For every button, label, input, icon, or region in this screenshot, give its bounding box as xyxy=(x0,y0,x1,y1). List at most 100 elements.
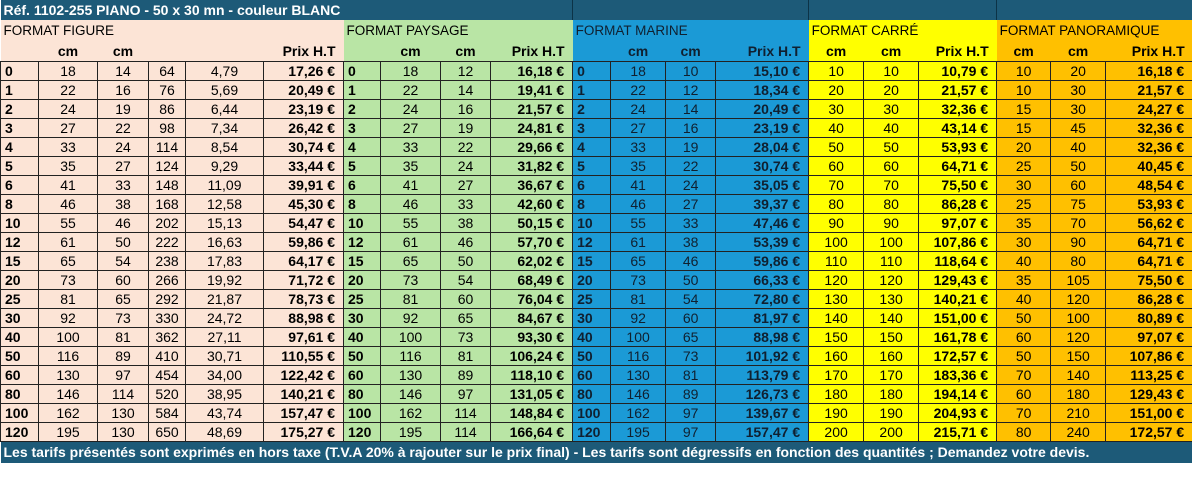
figure-cell: 50 xyxy=(0,345,39,366)
carre-cell: 170 xyxy=(863,364,920,385)
carre-price-cell: 204,93 € xyxy=(918,402,998,423)
carre-cell: 130 xyxy=(808,288,865,309)
marine-cell: 60 xyxy=(665,307,717,328)
table-row: 80 146 114 520 38,95 140,21 €80 146 97 131,05 €8… xyxy=(0,383,1192,404)
marine-price-cell: 157,47 € xyxy=(715,421,810,442)
paysage-cell: 89 xyxy=(440,364,491,385)
panoramique-cell: 75 xyxy=(1050,193,1107,214)
marine-cell: 4 xyxy=(572,136,612,157)
marine-price-cell: 81,97 € xyxy=(715,307,810,328)
carre-price-cell: 86,28 € xyxy=(918,193,998,214)
figure-cell: 80 xyxy=(0,383,39,404)
figure-cell: 22 xyxy=(38,79,98,100)
column-header-paysage: cm xyxy=(440,41,491,61)
paysage-cell: 54 xyxy=(440,269,491,290)
carre-cell: 110 xyxy=(863,250,920,271)
carre-cell: 100 xyxy=(863,231,920,252)
figure-cell: 16 xyxy=(97,79,149,100)
figure-price-cell: 54,47 € xyxy=(263,212,344,233)
carre-cell: 140 xyxy=(808,307,865,328)
carre-cell: 20 xyxy=(808,79,865,100)
carre-cell: 20 xyxy=(863,79,920,100)
column-header-figure xyxy=(185,41,264,61)
paysage-cell: 81 xyxy=(440,345,491,366)
figure-cell: 114 xyxy=(97,383,149,404)
paysage-price-cell: 31,82 € xyxy=(489,155,574,176)
figure-cell: 202 xyxy=(148,212,186,233)
panoramique-cell: 100 xyxy=(1050,307,1107,328)
figure-cell: 24 xyxy=(97,136,149,157)
figure-cell: 8,54 xyxy=(185,136,264,157)
paysage-cell: 50 xyxy=(440,250,491,271)
paysage-price-cell: 118,10 € xyxy=(489,364,574,385)
paysage-cell: 100 xyxy=(343,402,381,423)
paysage-cell: 73 xyxy=(380,269,441,290)
paysage-cell: 12 xyxy=(343,231,381,252)
marine-cell: 46 xyxy=(665,250,717,271)
marine-cell: 27 xyxy=(665,193,717,214)
panoramique-cell: 45 xyxy=(1050,117,1107,138)
paysage-cell: 80 xyxy=(343,383,381,404)
marine-cell: 38 xyxy=(665,231,717,252)
paysage-price-cell: 29,66 € xyxy=(489,136,574,157)
marine-cell: 55 xyxy=(610,212,667,233)
title-spacer xyxy=(572,0,810,20)
carre-cell: 140 xyxy=(863,307,920,328)
marine-cell: 100 xyxy=(610,326,667,347)
figure-cell: 21,87 xyxy=(185,288,264,309)
paysage-cell: 65 xyxy=(440,307,491,328)
section-marine-label: FORMAT MARINE xyxy=(572,20,809,41)
figure-cell: 46 xyxy=(97,212,149,233)
paysage-price-cell: 24,81 € xyxy=(489,117,574,138)
table-row: 5 35 27 124 9,29 33,44 €5 35 24 31,82 €5 35 22 30,7… xyxy=(0,155,1192,176)
figure-price-cell: 78,73 € xyxy=(263,288,344,309)
table-row: 10 55 46 202 15,13 54,47 €10 55 38 50,15 €10 55 33… xyxy=(0,212,1192,233)
figure-cell: 18 xyxy=(38,60,98,81)
carre-cell: 190 xyxy=(863,402,920,423)
panoramique-cell: 70 xyxy=(996,364,1052,385)
carre-price-cell: 21,57 € xyxy=(918,79,998,100)
marine-cell: 0 xyxy=(572,60,612,81)
column-header-figure: cm xyxy=(38,41,98,61)
carre-cell: 160 xyxy=(808,345,865,366)
section-header-row: FORMAT FIGURE FORMAT PAYSAGE FORMAT MARI… xyxy=(0,20,1192,41)
column-header-carre: cm xyxy=(863,41,919,61)
figure-cell: 330 xyxy=(148,307,186,328)
paysage-cell: 146 xyxy=(380,383,441,404)
carre-price-cell: 151,00 € xyxy=(918,307,998,328)
marine-cell: 12 xyxy=(665,79,717,100)
marine-price-cell: 35,05 € xyxy=(715,174,810,195)
marine-cell: 54 xyxy=(665,288,717,309)
marine-cell: 30 xyxy=(572,307,612,328)
carre-cell: 70 xyxy=(808,174,865,195)
carre-cell: 200 xyxy=(808,421,865,442)
marine-cell: 81 xyxy=(665,364,717,385)
figure-price-cell: 45,30 € xyxy=(263,193,344,214)
paysage-cell: 20 xyxy=(343,269,381,290)
figure-cell: 130 xyxy=(97,421,149,442)
figure-cell: 148 xyxy=(148,174,186,195)
marine-cell: 146 xyxy=(610,383,667,404)
figure-cell: 520 xyxy=(148,383,186,404)
figure-cell: 0 xyxy=(0,60,39,81)
figure-price-cell: 59,86 € xyxy=(263,231,344,252)
paysage-price-cell: 166,64 € xyxy=(489,421,574,442)
figure-cell: 30 xyxy=(0,307,39,328)
carre-cell: 40 xyxy=(808,117,865,138)
figure-price-cell: 175,27 € xyxy=(263,421,344,442)
figure-cell: 116 xyxy=(38,345,98,366)
figure-cell: 27 xyxy=(97,155,149,176)
panoramique-cell: 40 xyxy=(1050,136,1107,157)
footer-row: Les tarifs présentés sont exprimés en ho… xyxy=(0,441,1192,463)
paysage-cell: 4 xyxy=(343,136,381,157)
paysage-price-cell: 36,67 € xyxy=(489,174,574,195)
panoramique-cell: 60 xyxy=(1050,174,1107,195)
carre-cell: 30 xyxy=(808,98,865,119)
figure-cell: 146 xyxy=(38,383,98,404)
paysage-price-cell: 19,41 € xyxy=(489,79,574,100)
marine-cell: 10 xyxy=(665,60,717,81)
paysage-price-cell: 76,04 € xyxy=(489,288,574,309)
column-header-figure: Prix H.T xyxy=(263,41,344,61)
paysage-cell: 61 xyxy=(380,231,441,252)
figure-cell: 55 xyxy=(38,212,98,233)
